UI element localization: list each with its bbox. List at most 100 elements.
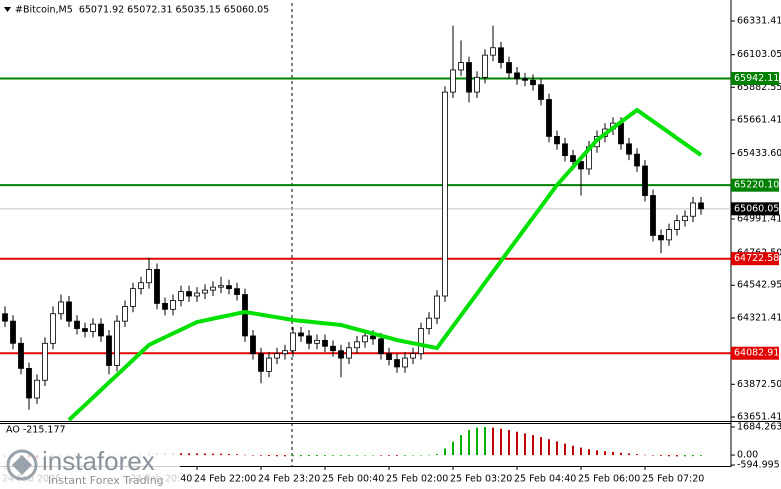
candle-body [490, 47, 496, 56]
indicator-bar [492, 427, 494, 456]
candle-body [498, 47, 504, 63]
candle-body [114, 320, 120, 366]
y-tick-label: 63872.50 [737, 379, 781, 390]
watermark: instaforex Instant Forex Trading [0, 443, 180, 489]
indicator-bar [612, 451, 614, 456]
candle-body [562, 143, 568, 157]
watermark-icon [6, 449, 38, 481]
candle-body [386, 353, 392, 360]
indicator-bar [700, 455, 702, 456]
candle-body [466, 62, 472, 93]
indicator-bar [284, 455, 286, 457]
indicator-bar [308, 455, 310, 457]
indicator-bar [436, 454, 438, 456]
indicator-bar [268, 455, 270, 457]
candle-body [138, 282, 144, 290]
candle-body [250, 335, 256, 355]
candle-body [626, 143, 632, 155]
candle-body [554, 136, 560, 145]
x-tick-label: 24 Feb 23:20 [258, 474, 320, 485]
y-tick-label: 63651.41 [737, 411, 781, 422]
y-tick-label: 65661.41 [737, 114, 781, 125]
candle-body [162, 303, 168, 310]
x-tick-label: 25 Feb 04:40 [514, 474, 576, 485]
candle-body [66, 301, 72, 322]
candle-body [306, 335, 312, 344]
indicator-bar [348, 455, 350, 456]
x-tick-label: 25 Feb 07:20 [642, 474, 704, 485]
indicator-bar [212, 453, 214, 456]
candle-body [402, 357, 408, 368]
indicator-bar [580, 447, 582, 456]
candle-body [170, 300, 176, 310]
candle-body [618, 122, 624, 145]
x-tick-label: 25 Feb 00:40 [322, 474, 384, 485]
indicator-bar [676, 455, 678, 457]
candle-body [90, 323, 96, 332]
candle-body [298, 332, 304, 337]
indicator-bar [452, 441, 454, 456]
indicator-bar [460, 435, 462, 456]
indicator-bar [500, 428, 502, 456]
candle-body [410, 353, 416, 359]
candle-body [690, 202, 696, 217]
level-label-bg [731, 71, 779, 85]
candle-body [450, 69, 456, 93]
candle-body [258, 353, 264, 372]
indicator-bar [204, 453, 206, 456]
candle-body [154, 269, 160, 304]
y-tick-label: 65882.55 [737, 82, 781, 93]
x-tick-label: 25 Feb 03:20 [450, 474, 512, 485]
candle-body [482, 54, 488, 78]
watermark-tagline: Instant Forex Trading [48, 474, 164, 487]
level-label-bg [731, 178, 779, 192]
chart-title: #Bitcoin,M5 65071.92 65072.31 65035.15 6… [15, 5, 269, 16]
x-tick-label: 25 Feb 06:00 [578, 474, 640, 485]
candle-body [634, 153, 640, 167]
candle-body [458, 62, 464, 71]
level-label: 65060.05 [734, 203, 779, 214]
candle-body [106, 335, 112, 366]
candle-body [530, 79, 536, 86]
indicator-bar [244, 454, 246, 456]
indicator-bar [404, 455, 406, 456]
indicator-bar [196, 453, 198, 456]
indicator-bar [668, 455, 670, 457]
candle-body [322, 339, 328, 347]
y-tick-label: 64542.95 [737, 280, 781, 291]
candle-body [442, 91, 448, 297]
candle-body [50, 313, 56, 344]
candle-body [650, 195, 656, 236]
candle-body [98, 323, 104, 337]
candle-body [202, 289, 208, 294]
candle-body [242, 294, 248, 337]
indicator-bar [316, 455, 318, 456]
y-tick-label: 66331.41 [737, 15, 781, 26]
candle-body [2, 313, 8, 322]
indicator-bar [564, 443, 566, 456]
y2-tick-label: -594.995 [737, 460, 780, 471]
candle-body [10, 320, 16, 344]
indicator-bar [260, 455, 262, 456]
candle-body [146, 269, 152, 284]
indicator-bar [220, 453, 222, 456]
indicator-bar [548, 439, 550, 456]
x-tick-label: 25 Feb 02:00 [386, 474, 448, 485]
candle-body [122, 305, 128, 322]
y-tick-label: 65433.60 [737, 148, 781, 159]
candle-body [266, 357, 272, 372]
candle-body [354, 341, 360, 349]
indicator-bar [300, 455, 302, 457]
candle-body [282, 350, 288, 355]
candle-body [58, 301, 64, 315]
indicator-bar [276, 455, 278, 457]
indicator-bar [532, 435, 534, 456]
level-label-bg [731, 252, 779, 266]
indicator-bar [252, 455, 254, 456]
watermark-icon [12, 455, 32, 475]
indicator-bar [340, 455, 342, 456]
indicator-bar [364, 455, 366, 456]
indicator-bar [652, 455, 654, 456]
indicator-bar [236, 454, 238, 456]
